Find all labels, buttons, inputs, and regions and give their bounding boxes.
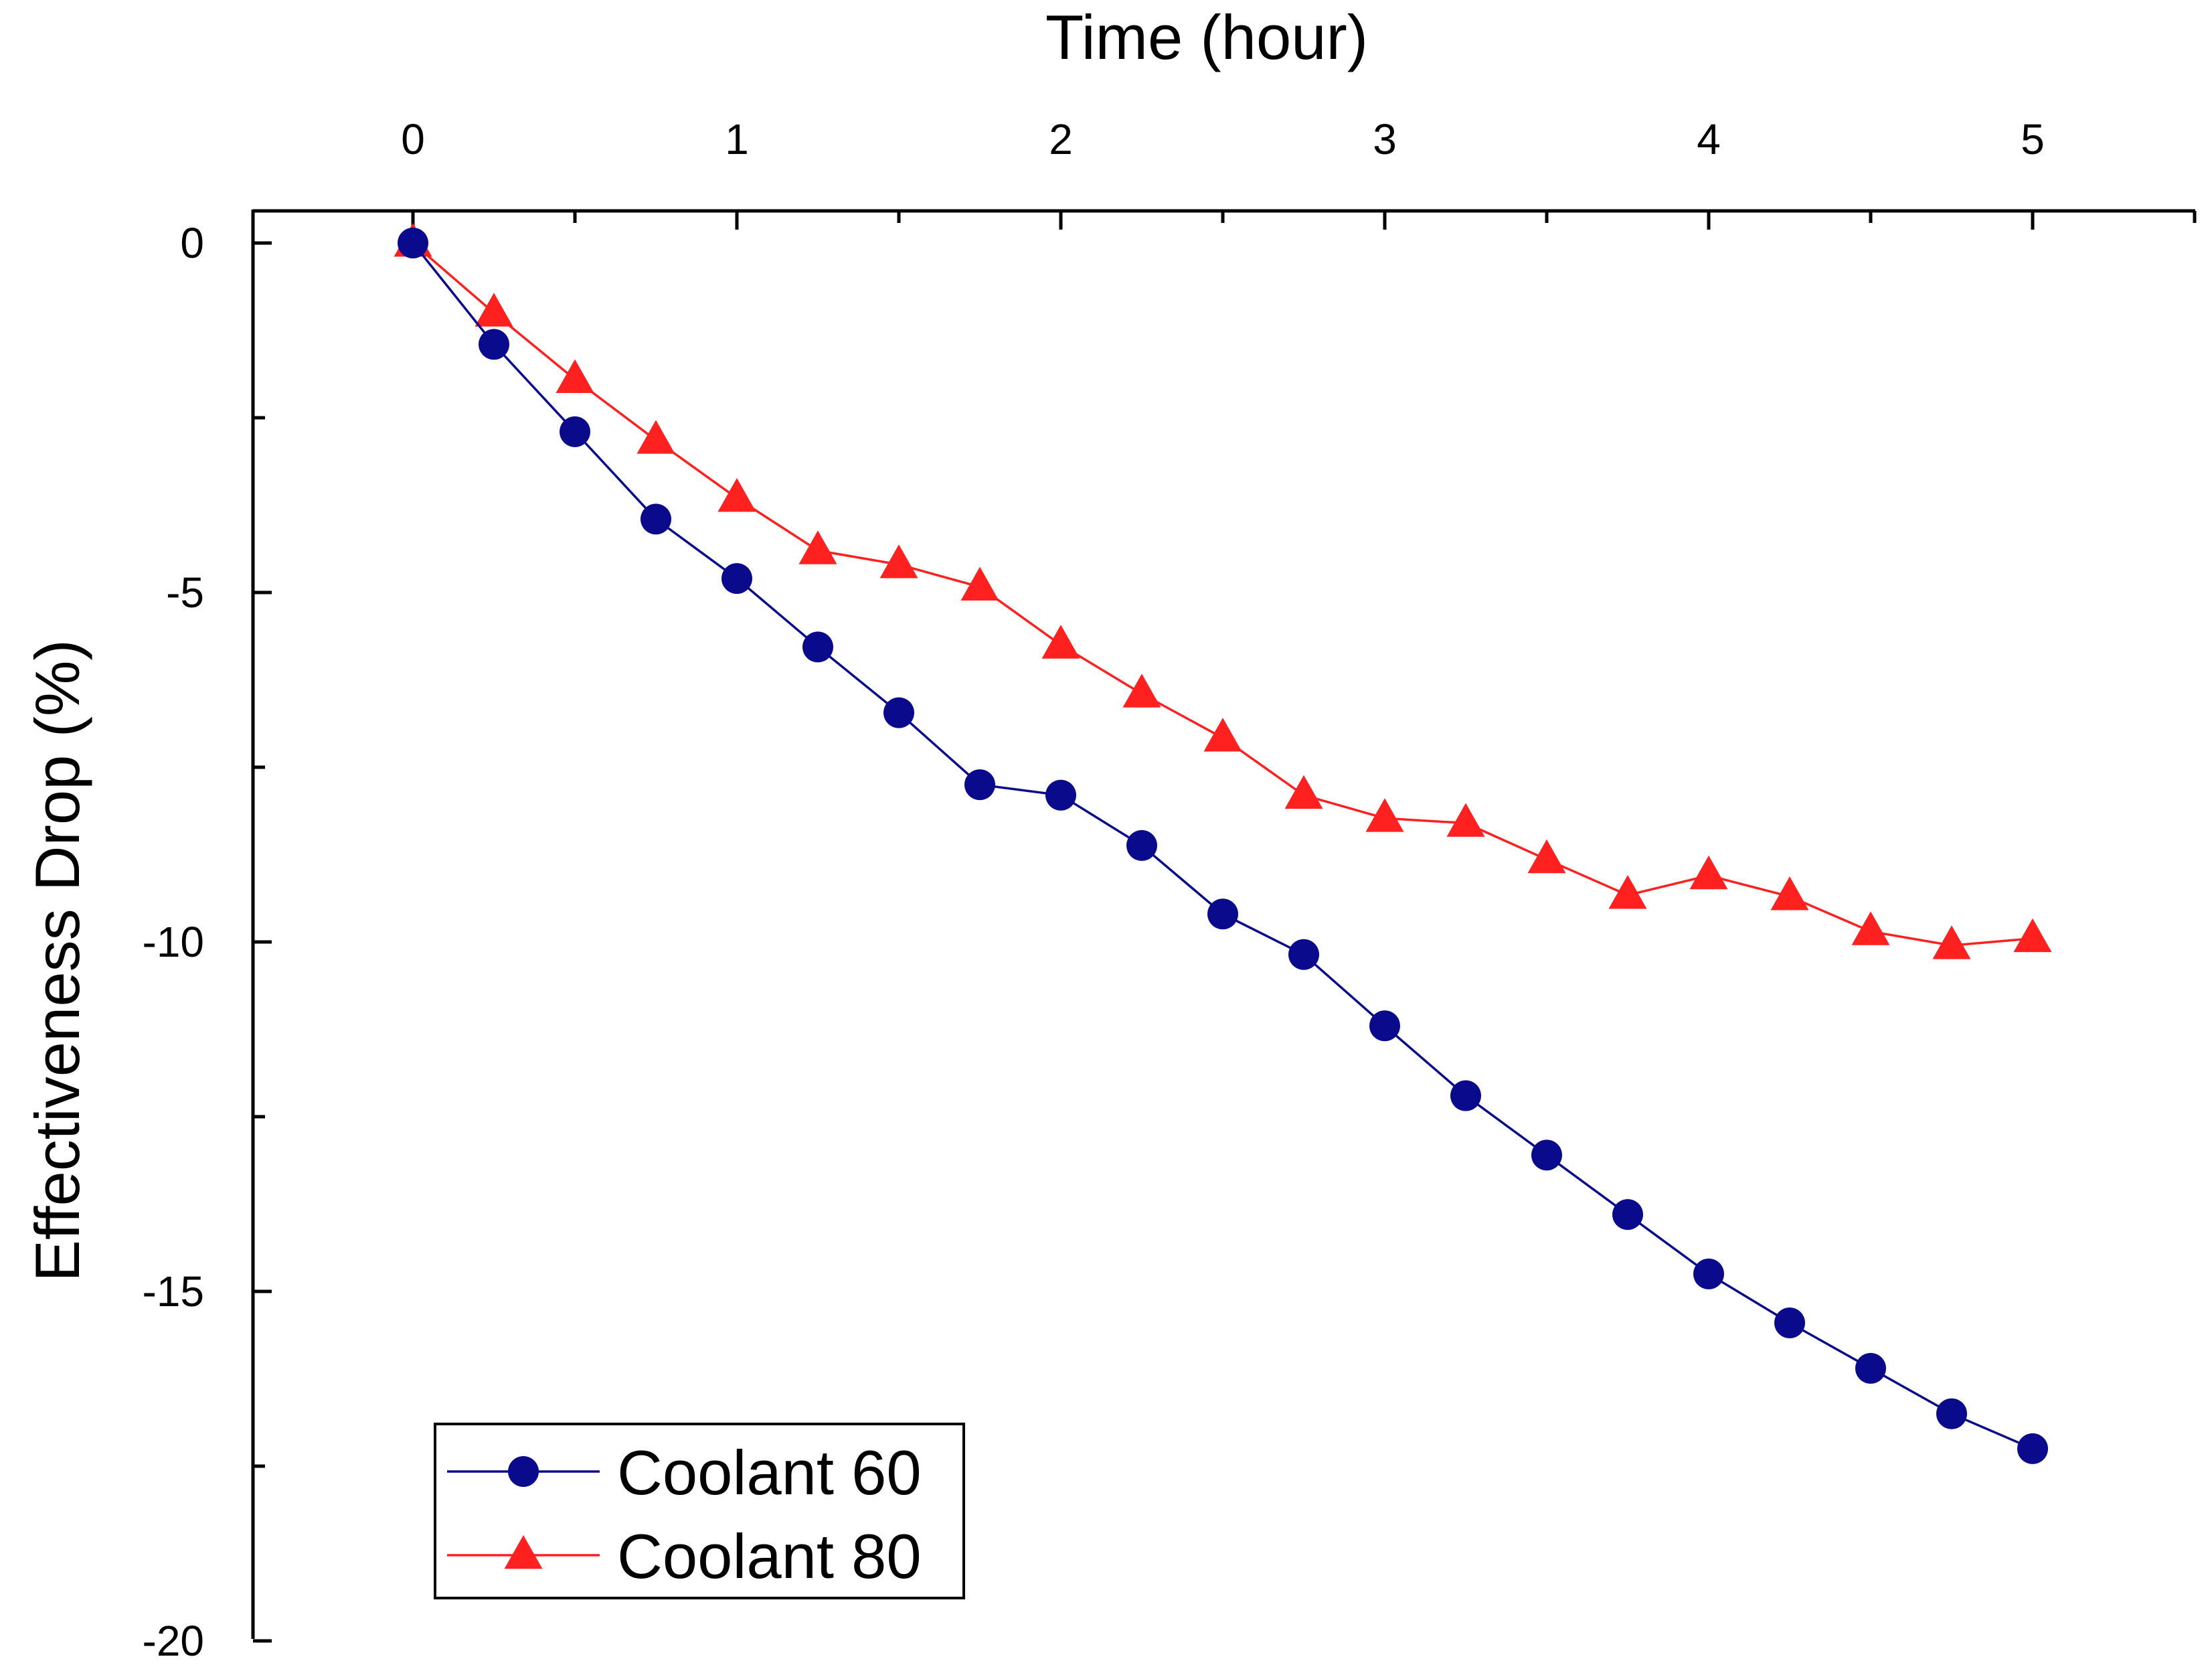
- legend: Coolant 60 Coolant 80: [434, 1423, 965, 1599]
- data-point-triangle: [717, 478, 756, 512]
- data-point-circle: [1369, 1010, 1400, 1042]
- series-coolant-80: [394, 223, 2052, 959]
- data-point-circle: [1693, 1258, 1724, 1289]
- legend-box: [434, 1423, 965, 1599]
- data-point-triangle: [1203, 718, 1242, 752]
- series-layer: [394, 223, 2052, 1464]
- data-point-triangle: [798, 530, 837, 564]
- data-point-triangle: [1041, 625, 1080, 659]
- data-point-circle: [1855, 1352, 1886, 1384]
- y-tick-label: -5: [166, 568, 204, 617]
- legend-label: Coolant 80: [617, 1521, 922, 1591]
- data-point-triangle: [556, 359, 594, 393]
- x-axis-title: Time (hour): [1045, 2, 1368, 72]
- data-point-triangle: [1446, 803, 1485, 837]
- data-point-circle: [1207, 898, 1238, 930]
- data-point-triangle: [1770, 876, 1809, 910]
- data-point-circle: [1531, 1139, 1562, 1171]
- data-point-circle: [964, 769, 995, 801]
- x-tick-label: 3: [1373, 115, 1397, 163]
- y-tick-label: -10: [143, 918, 205, 966]
- legend-label: Coolant 60: [617, 1437, 922, 1508]
- data-point-triangle: [879, 544, 918, 578]
- data-point-triangle: [1365, 798, 1404, 832]
- data-point-triangle: [1932, 925, 1971, 959]
- y-tick-label: -20: [143, 1617, 205, 1665]
- series-line: [412, 242, 2033, 947]
- data-point-circle: [641, 503, 671, 535]
- x-tick-label: 5: [2021, 115, 2045, 163]
- data-point-triangle: [1689, 855, 1728, 890]
- legend-marker-circle: [508, 1456, 539, 1487]
- data-point-triangle: [1284, 775, 1323, 809]
- data-point-triangle: [1527, 839, 1566, 874]
- data-point-circle: [1612, 1199, 1643, 1231]
- data-point-circle: [1936, 1398, 1967, 1429]
- data-point-circle: [1126, 829, 1157, 861]
- data-point-circle: [479, 329, 509, 360]
- x-tick-label: 4: [1697, 115, 1721, 163]
- data-point-triangle: [636, 420, 675, 454]
- x-tick-label: 0: [401, 115, 425, 163]
- axes: 0 1 2 3 4 5 0 -5 -10 -15 -20 Time (hour) Effectivene…: [22, 2, 2197, 1665]
- series-coolant-60: [398, 228, 2048, 1464]
- data-point-circle: [883, 697, 914, 728]
- data-point-circle: [1774, 1307, 1805, 1338]
- data-point-triangle: [2013, 918, 2052, 953]
- data-point-circle: [1288, 939, 1319, 970]
- x-tick-label: 1: [725, 115, 749, 163]
- data-point-circle: [802, 631, 833, 663]
- data-point-circle: [721, 563, 752, 594]
- y-tick-label: 0: [180, 219, 204, 267]
- legend-marker-triangle: [504, 1535, 543, 1569]
- x-tick-label: 2: [1049, 115, 1073, 163]
- data-point-triangle: [1851, 911, 1890, 945]
- data-point-circle: [1045, 779, 1076, 811]
- y-tick-label: -15: [143, 1267, 205, 1316]
- data-point-triangle: [1608, 875, 1647, 909]
- y-axis-title: Effectiveness Drop (%): [22, 639, 92, 1282]
- data-point-triangle: [475, 293, 513, 327]
- data-point-circle: [560, 416, 590, 447]
- data-point-circle: [398, 228, 428, 258]
- data-point-circle: [1450, 1080, 1481, 1111]
- data-point-triangle: [960, 566, 999, 601]
- data-point-circle: [2017, 1433, 2048, 1464]
- data-point-triangle: [1122, 673, 1161, 708]
